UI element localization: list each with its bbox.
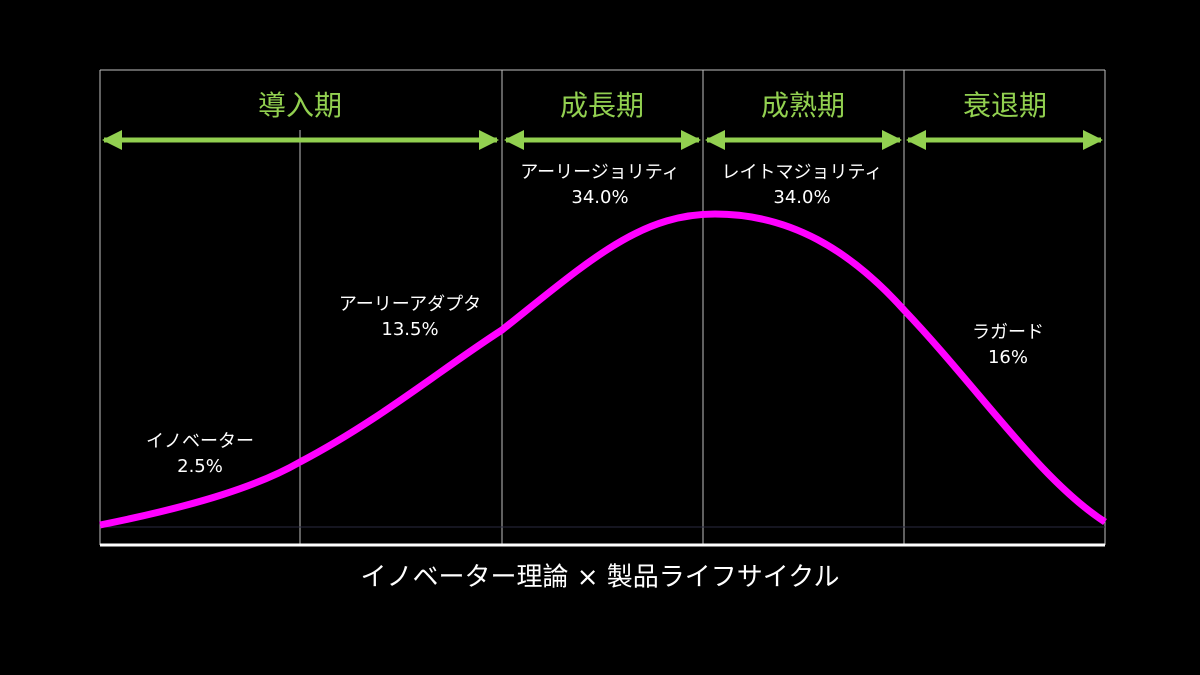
segment-label: ラガード xyxy=(972,322,1044,343)
phase-label: 成熟期 xyxy=(761,89,845,122)
segment-label: イノベーター xyxy=(146,431,254,452)
segment-share: 34.0% xyxy=(571,187,628,208)
segment-share: 2.5% xyxy=(177,456,223,477)
segment-label: アーリージョリティ xyxy=(520,162,679,183)
adoption-curve xyxy=(99,210,1107,529)
segment-label: アーリーアダプタ xyxy=(339,294,481,315)
segment-share: 34.0% xyxy=(773,187,830,208)
caption: イノベーター理論 × 製品ライフサイクル xyxy=(360,563,839,593)
segment-label: レイトマジョリティ xyxy=(722,162,883,183)
segment-share: 13.5% xyxy=(381,319,438,340)
phase-label: 衰退期 xyxy=(963,89,1047,122)
phase-label: 成長期 xyxy=(560,89,644,122)
phase-label: 導入期 xyxy=(258,89,342,122)
segment-share: 16% xyxy=(988,347,1028,368)
